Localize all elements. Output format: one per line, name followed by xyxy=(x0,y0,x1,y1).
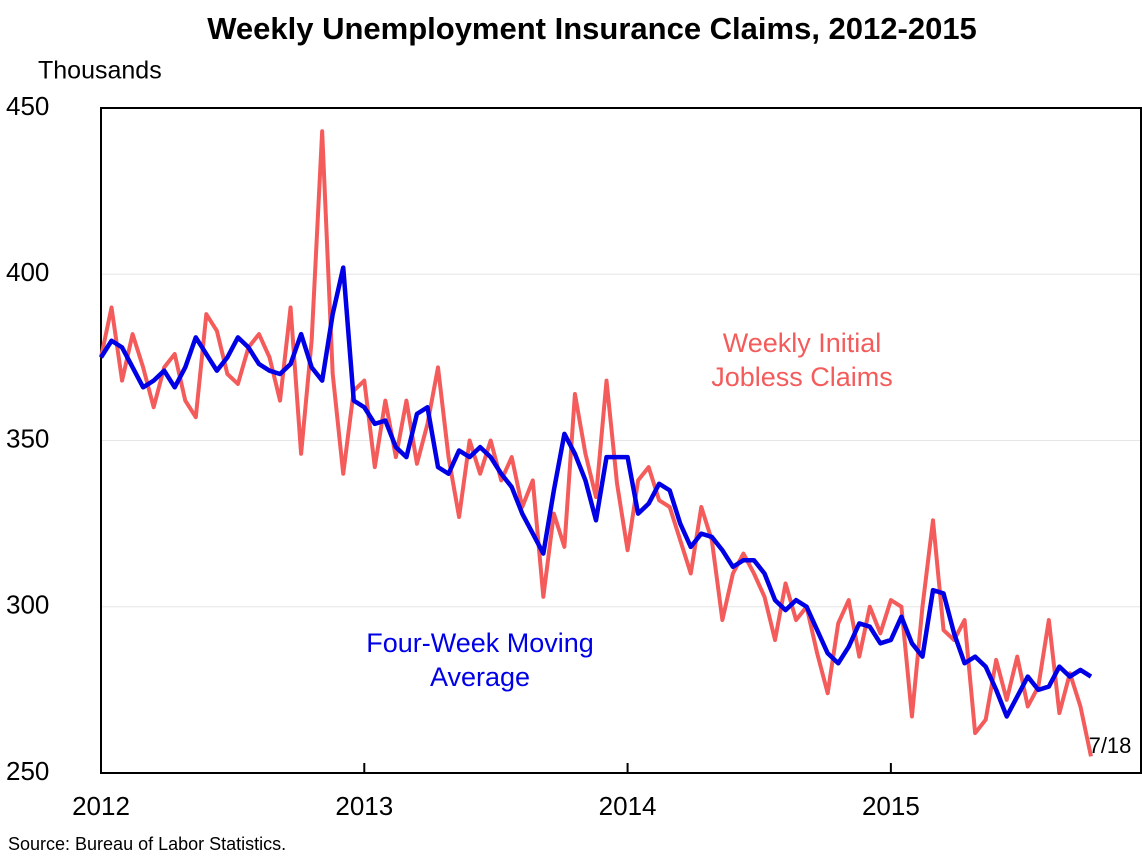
series-line xyxy=(99,129,1093,757)
x-tick-label: 2014 xyxy=(599,791,657,821)
y-tick-label: 400 xyxy=(6,257,49,287)
y-tick-label: 450 xyxy=(6,91,49,121)
x-tick-label: 2012 xyxy=(72,791,130,821)
series-label: Four-Week Moving Average xyxy=(366,628,594,692)
series-label: Weekly Initial Jobless Claims xyxy=(711,328,893,392)
series-line xyxy=(99,265,1093,719)
y-tick-label: 250 xyxy=(6,756,49,786)
x-tick-label: 2013 xyxy=(335,791,393,821)
end-label: 7/18 xyxy=(1089,733,1132,758)
y-axis-label: Thousands xyxy=(38,57,162,85)
plot-frame xyxy=(100,107,1142,774)
x-tick-label: 2015 xyxy=(862,791,920,821)
y-tick-label: 350 xyxy=(6,423,49,453)
y-tick-label: 300 xyxy=(6,590,49,620)
source-note: Source: Bureau of Labor Statistics. xyxy=(8,834,286,854)
chart-title: Weekly Unemployment Insurance Claims, 20… xyxy=(207,11,977,46)
